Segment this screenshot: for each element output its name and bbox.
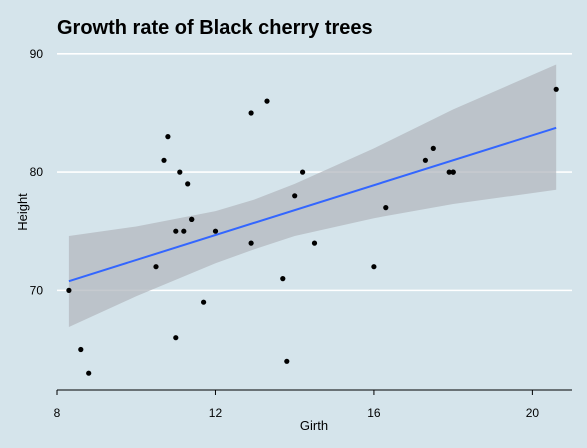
y-tick-label-80: 80 [30,165,44,179]
data-point-22 [311,240,318,246]
confidence-band [68,64,557,327]
data-point-21 [300,169,306,175]
data-point-15 [248,240,254,246]
data-point-3 [153,264,159,270]
data-point-12 [189,216,195,222]
data-point-4 [161,157,167,163]
data-point-10 [185,181,191,187]
y-axis-label: Height [15,193,30,231]
chart-title: Growth rate of Black cherry trees [57,17,373,39]
trend-line [68,126,557,283]
data-point-0 [66,287,72,293]
data-points [66,86,559,376]
data-point-27 [446,169,452,175]
x-tick-label-20: 20 [526,406,540,420]
data-point-2 [86,370,92,376]
x-tick-label-12: 12 [209,406,223,420]
x-tick-label-8: 8 [54,406,61,420]
y-tick-label-70: 70 [30,283,44,297]
data-point-29 [450,169,456,175]
data-point-9 [181,228,187,234]
x-tick-label-16: 16 [367,406,381,420]
data-point-26 [430,145,436,151]
data-point-19 [284,358,290,364]
data-point-1 [78,346,84,353]
trend-line-layer [68,126,557,283]
x-axis-label: Girth [300,418,328,433]
data-point-18 [280,276,286,282]
data-point-5 [165,134,171,140]
axes: 70 80 90 8 12 16 20 [30,47,572,420]
data-point-8 [177,169,183,175]
data-point-20 [292,193,298,199]
data-point-23 [371,264,377,270]
data-point-16 [248,110,254,116]
data-point-24 [383,205,389,211]
data-point-17 [264,98,270,104]
data-point-6 [173,335,179,341]
y-tick-label-90: 90 [30,47,44,61]
data-point-30 [553,86,559,92]
data-point-13 [201,299,207,305]
data-point-14 [212,228,219,234]
confidence-band-layer [68,64,557,327]
data-point-25 [422,157,428,163]
data-point-7 [173,228,179,234]
